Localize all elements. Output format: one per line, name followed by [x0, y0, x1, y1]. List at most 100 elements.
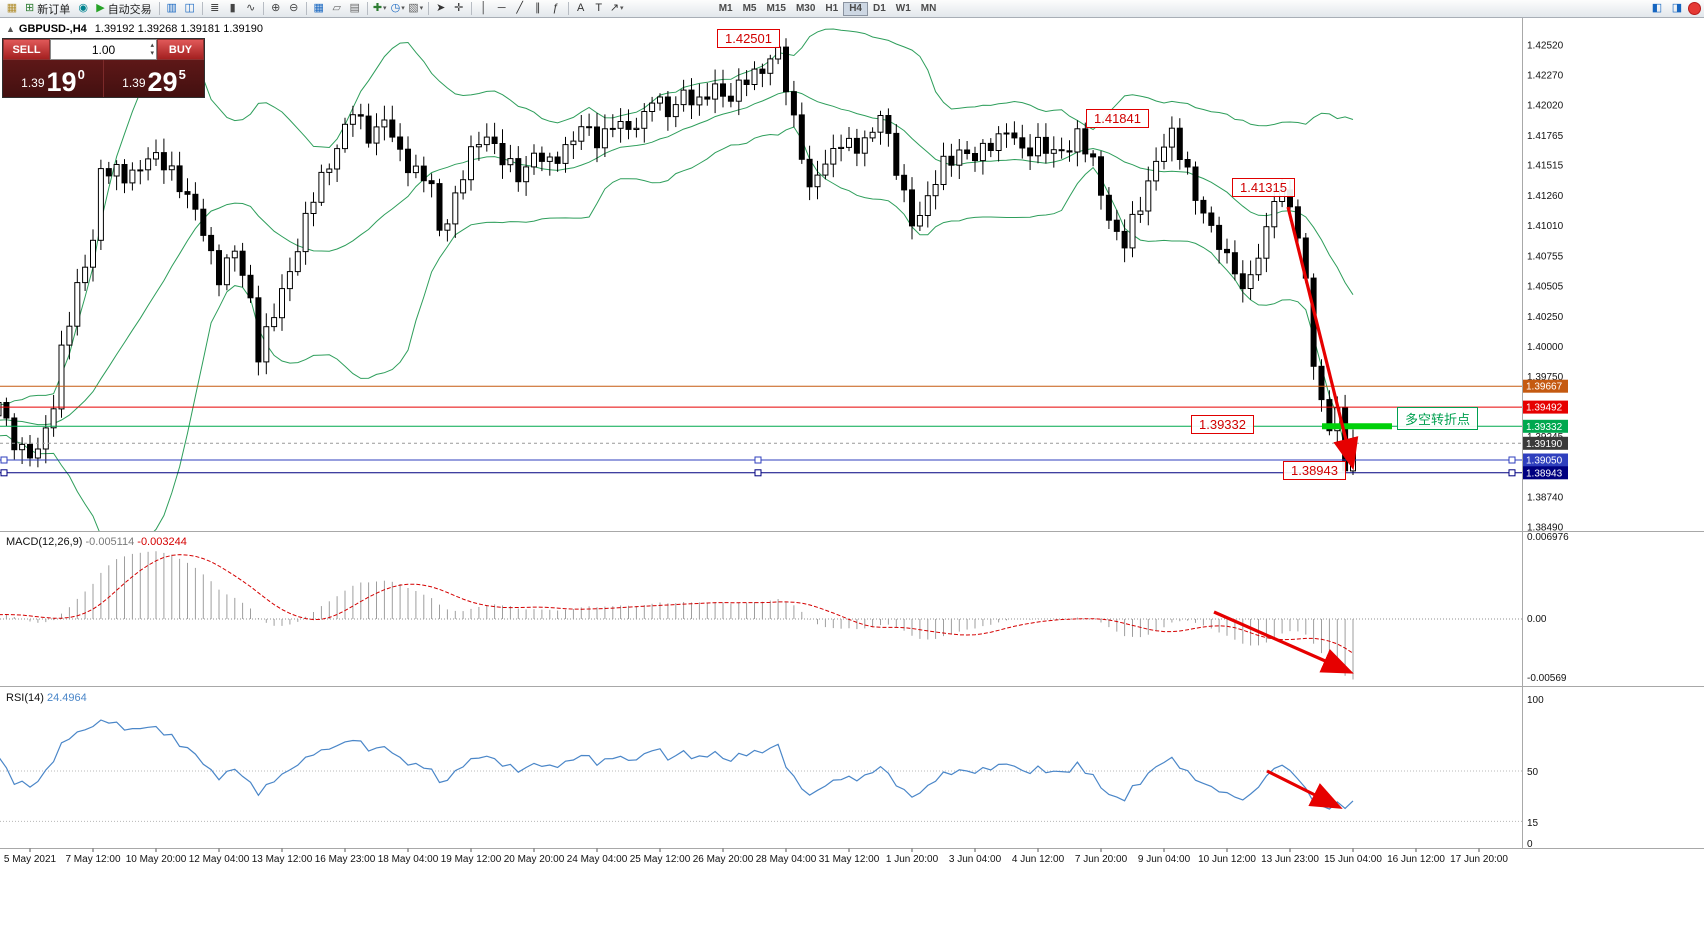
candle-body [294, 251, 301, 273]
text-label-icon[interactable]: T [590, 1, 608, 16]
spinner-up-icon[interactable]: ▴ [150, 42, 154, 49]
candle-body [428, 180, 435, 185]
time-axis-label: 13 Jun 23:00 [1261, 854, 1319, 865]
crosshair-icon[interactable]: ✛ [450, 1, 468, 16]
candle-body [483, 136, 490, 146]
crosshair-icon: ✛ [454, 2, 464, 14]
timeframe-w1[interactable]: W1 [895, 2, 911, 14]
candle-body [176, 165, 183, 193]
one-click-collapse-icon[interactable]: ▲ [6, 24, 15, 34]
shift-chart-button[interactable]: ◨ [1668, 1, 1686, 16]
cascade-windows-icon[interactable]: ▱ [328, 1, 346, 16]
text-label-icon: T [595, 2, 603, 14]
candle-body [34, 448, 41, 459]
price-label-low[interactable]: 1.38943 [1283, 461, 1346, 480]
scroll-chart-button-icon: ◧ [1651, 2, 1663, 14]
horizontal-line-icon[interactable]: ─ [493, 1, 511, 16]
line-handle[interactable] [0, 456, 8, 464]
spinner-down-icon[interactable]: ▾ [150, 49, 154, 57]
vertical-line-icon[interactable]: │ [475, 1, 493, 16]
one-click-trading-panel: SELL 1.00 ▴ ▾ BUY 1.39 19 0 1.39 29 5 [2, 38, 205, 98]
line-handle[interactable] [0, 469, 8, 477]
line-handle[interactable] [754, 456, 762, 464]
candle-body [499, 143, 506, 166]
tile-windows-icon[interactable]: ▤ [346, 1, 364, 16]
new-order-button[interactable]: ⊞ 新订单 [21, 1, 74, 16]
candle-body [924, 195, 931, 216]
volume-field[interactable]: 1.00 ▴ ▾ [50, 39, 157, 60]
trend-arrow-main[interactable] [1286, 206, 1359, 471]
metaeditor-icon[interactable]: ◉ [74, 1, 92, 16]
timeframe-h1[interactable]: H1 [825, 2, 839, 14]
candle-body [546, 156, 553, 162]
arrows-icon[interactable]: ↗ ▾ [608, 1, 626, 16]
bar-chart-icon: ≣ [210, 2, 220, 14]
buy-button[interactable]: BUY [157, 39, 204, 60]
candlestick-chart-icon[interactable]: ▮ [224, 1, 242, 16]
cursor-icon[interactable]: ➤ [432, 1, 450, 16]
zoom-out-icon: ⊖ [289, 2, 299, 14]
candle-body [436, 183, 443, 231]
price-label-support[interactable]: 1.39332 [1191, 415, 1254, 434]
main-chart-plot[interactable] [0, 28, 1522, 552]
line-handle[interactable] [1508, 469, 1516, 477]
timeframe-m5[interactable]: M5 [742, 2, 757, 14]
price-label-peak1[interactable]: 1.42501 [717, 29, 780, 48]
grid-icon[interactable]: ▦ [310, 1, 328, 16]
turning-point-label[interactable]: 多空转折点 [1397, 407, 1479, 430]
timeframe-m1[interactable]: M1 [718, 2, 733, 14]
volume-spinner[interactable]: ▴ ▾ [150, 42, 154, 57]
zoom-in-icon: ⊕ [271, 2, 281, 14]
line-handle[interactable] [1508, 456, 1516, 464]
line-chart-icon[interactable]: ∿ [242, 1, 260, 16]
zoom-in-icon[interactable]: ⊕ [267, 1, 285, 16]
candle-body [869, 131, 876, 139]
candle-body [271, 317, 278, 328]
time-axis-label: 3 Jun 04:00 [949, 854, 1002, 865]
candle-body [129, 169, 136, 184]
line-handle[interactable] [754, 469, 762, 477]
timeframe-m15[interactable]: M15 [766, 2, 786, 14]
trend-arrow-macd[interactable] [1213, 610, 1354, 674]
grid-icon: ▦ [313, 2, 324, 14]
time-axis-label: 12 May 04:00 [189, 854, 250, 865]
templates-icon[interactable]: ▧ ▾ [407, 1, 425, 16]
bar-chart-icon[interactable]: ≣ [206, 1, 224, 16]
text-icon[interactable]: A [572, 1, 590, 16]
candle-body [208, 234, 215, 252]
data-window-icon[interactable]: ◫ [181, 1, 199, 16]
chart-window-icon[interactable]: ▦ [3, 1, 21, 16]
price-label-peak3[interactable]: 1.41315 [1232, 178, 1295, 197]
fibonacci-icon[interactable]: ƒ [547, 1, 565, 16]
candle-body [704, 96, 711, 100]
channel-icon[interactable]: ∥ [529, 1, 547, 16]
time-axis-label: 13 May 12:00 [252, 854, 313, 865]
notification-icon[interactable] [1688, 2, 1701, 15]
autotrading-button[interactable]: ▶ 自动交易 [92, 1, 155, 16]
timeframe-d1[interactable]: D1 [873, 2, 886, 14]
candle-body [1216, 224, 1223, 250]
trendline-icon[interactable]: ╱ [511, 1, 529, 16]
buy-price-pipette: 5 [178, 67, 186, 82]
candle-body [916, 215, 923, 227]
volume-value[interactable]: 1.00 [91, 42, 116, 57]
zoom-out-icon[interactable]: ⊖ [285, 1, 303, 16]
candle-body [42, 427, 49, 450]
toolbar-separator [427, 2, 429, 15]
periods-icon[interactable]: ◷ ▾ [389, 1, 407, 16]
macd-panel[interactable] [0, 551, 1522, 680]
trend-arrow-rsi[interactable] [1266, 769, 1343, 809]
timeframe-mn[interactable]: MN [920, 2, 937, 14]
indicators-icon[interactable]: ✚ ▾ [371, 1, 389, 16]
scroll-chart-button[interactable]: ◧ [1648, 1, 1666, 16]
market-watch-icon[interactable]: ▥ [163, 1, 181, 16]
cursor-icon: ➤ [436, 2, 446, 14]
candle-body [940, 155, 947, 186]
timeframe-h4[interactable]: H4 [843, 1, 868, 16]
timeframe-m30[interactable]: M30 [795, 2, 816, 14]
sell-button[interactable]: SELL [3, 39, 50, 60]
rsi-panel[interactable] [0, 719, 1522, 822]
candle-body [460, 179, 467, 194]
price-label-peak2[interactable]: 1.41841 [1086, 109, 1149, 128]
